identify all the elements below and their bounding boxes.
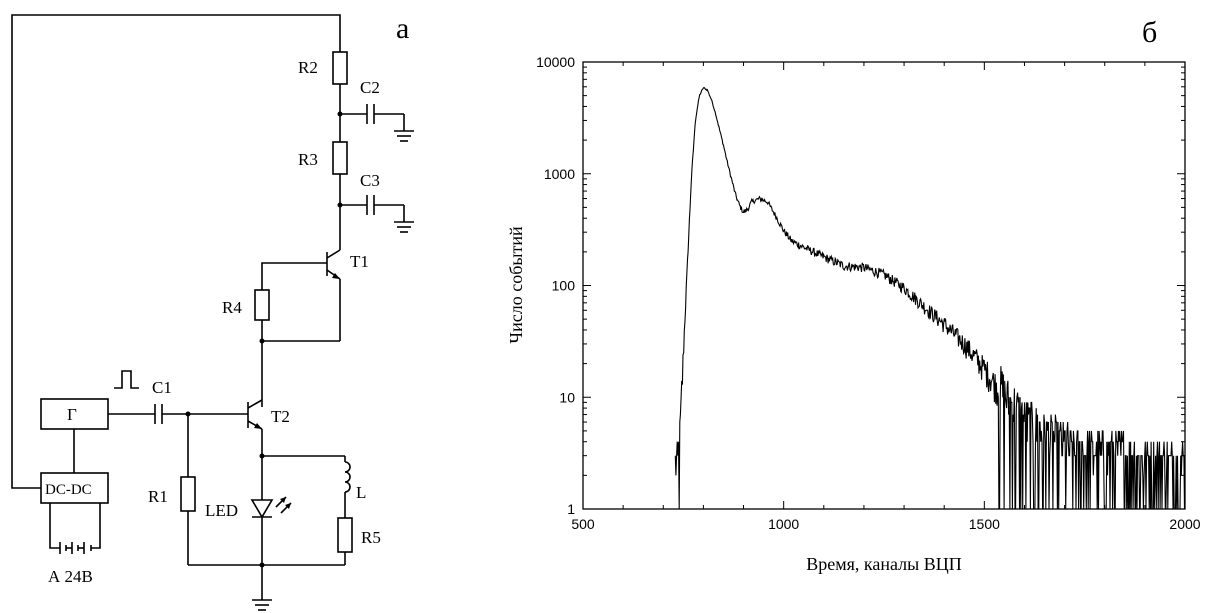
panel-b-letter: б (1142, 16, 1157, 49)
axis-ticks (582, 61, 1186, 510)
resistor-r2 (332, 51, 348, 85)
x-tick-label: 1000 (768, 516, 799, 532)
y-tick-label: 1 (567, 501, 575, 517)
label-t2: T2 (271, 407, 290, 426)
x-tick-label: 2000 (1169, 516, 1200, 532)
y-tick-label: 1000 (544, 166, 575, 182)
dcdc-block (40, 472, 109, 504)
transistor-t1 (326, 249, 341, 280)
x-tick-label: 500 (571, 516, 595, 532)
resistor-r4 (254, 289, 270, 321)
plot-frame (582, 61, 1186, 510)
label-l: L (356, 483, 366, 502)
ground-icon (394, 221, 414, 233)
y-tick-label: 10 (559, 389, 575, 405)
label-r4: R4 (222, 298, 242, 317)
label-t1: T1 (350, 252, 369, 271)
label-battery: А 24В (48, 567, 93, 586)
label-r5: R5 (361, 528, 381, 547)
circuit-schematic: а R2 C2 R3 (11, 12, 414, 611)
resistor-r5 (337, 517, 353, 553)
resistor-r1 (180, 476, 196, 512)
pulse-icon (114, 370, 139, 389)
ground-icon (394, 130, 414, 142)
inductor-l (344, 461, 351, 493)
x-axis-label: Время, каналы ВЦП (806, 554, 962, 574)
label-r2: R2 (298, 58, 318, 77)
label-r3: R3 (298, 150, 318, 169)
label-led: LED (205, 501, 238, 520)
ground-icon (252, 599, 272, 611)
x-tick-label: 1500 (969, 516, 1000, 532)
y-tick-label: 10000 (536, 54, 575, 70)
label-generator: Г (67, 405, 77, 424)
y-tick-label: 100 (552, 278, 576, 294)
label-c2: C2 (360, 78, 380, 97)
transistor-t2 (247, 399, 263, 430)
panel-a-letter: а (396, 12, 409, 45)
supply-wire (11, 14, 341, 489)
spectrum-chart: б 500 1000 1500 2000 1 10 100 1000 10000 Время, … (506, 16, 1201, 574)
label-dcdc: DC-DC (45, 482, 92, 498)
label-c1: C1 (152, 378, 172, 397)
label-c3: C3 (360, 171, 380, 190)
tick-labels: 500 1000 1500 2000 1 10 100 1000 10000 (536, 54, 1201, 532)
label-r1: R1 (148, 487, 168, 506)
battery-icon (59, 542, 92, 554)
series-line (674, 87, 1186, 510)
y-axis-label: Число событий (506, 226, 526, 344)
led-icon (250, 496, 292, 519)
resistor-r3 (332, 141, 348, 175)
